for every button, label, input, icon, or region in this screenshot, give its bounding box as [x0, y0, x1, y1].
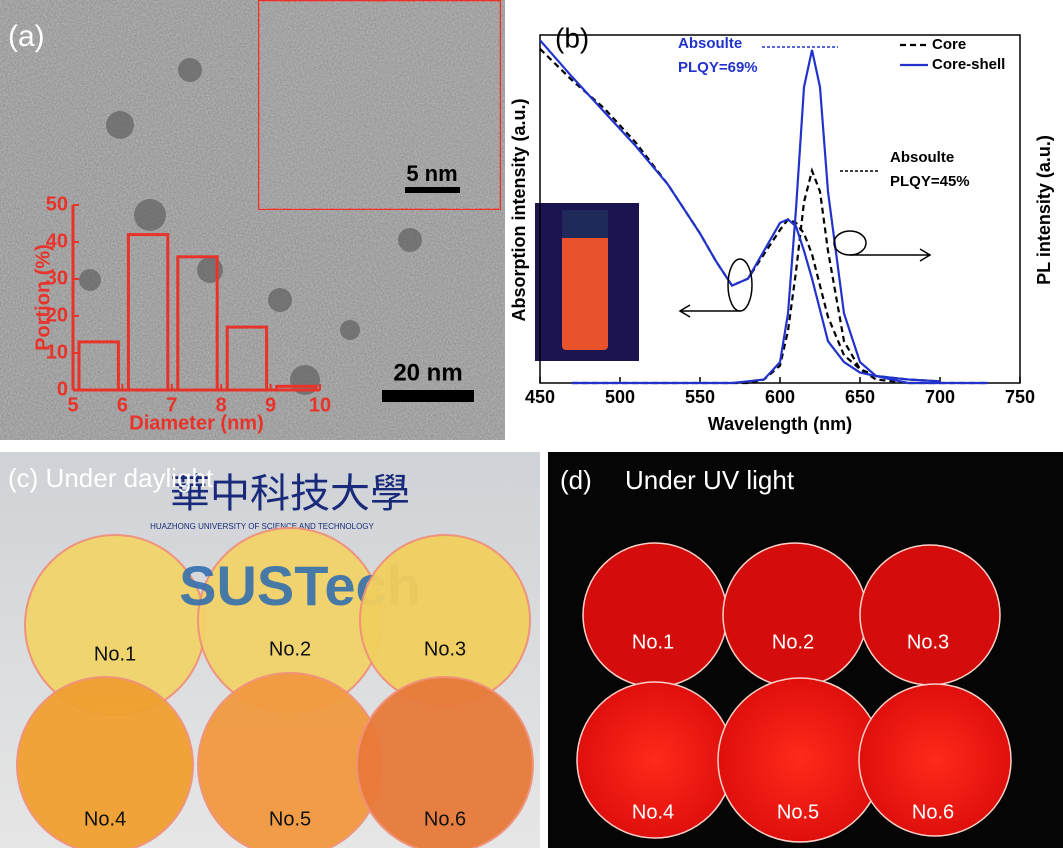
- sample-label: No.2: [772, 631, 814, 653]
- sample-label: No.2: [269, 638, 311, 660]
- x-tick-label: 5: [67, 394, 78, 416]
- sample-label: No.4: [84, 808, 126, 830]
- annotation: PLQY=69%: [678, 59, 758, 76]
- panel-title: Under UV light: [625, 465, 795, 495]
- x-tick-label: 500: [605, 387, 635, 407]
- panel-label: (a): [8, 20, 45, 53]
- scale-label: 20 nm: [393, 359, 462, 386]
- figure: (a)5 nm20 nm010203040505678910Diameter (…: [0, 0, 1063, 848]
- annotation: Absoulte: [890, 149, 954, 166]
- inset-scale-bar: [405, 187, 460, 193]
- panel-label: (d): [560, 465, 592, 495]
- y-tick-label: 0: [57, 378, 68, 400]
- sample-label: No.6: [912, 801, 954, 823]
- sample-label: No.4: [632, 801, 674, 823]
- x-tick-label: 550: [685, 387, 715, 407]
- sample-label: No.1: [94, 643, 136, 665]
- x-axis-title: Diameter (nm): [129, 412, 263, 434]
- panel-label: (b): [555, 22, 589, 53]
- x-tick-label: 450: [525, 387, 555, 407]
- scale-bar: [382, 390, 474, 402]
- panel-label: (c) Under daylight: [8, 463, 214, 493]
- sample-label: No.5: [777, 801, 819, 823]
- annotation: Absoulte: [678, 35, 742, 52]
- legend-label: Core-shell: [932, 56, 1005, 73]
- x-tick-label: 6: [117, 394, 128, 416]
- vial-cap: [562, 210, 608, 238]
- sample-label: No.1: [632, 631, 674, 653]
- inset-texture: [259, 1, 500, 209]
- x-tick-label: 9: [265, 394, 276, 416]
- sample-label: No.3: [424, 638, 466, 660]
- film: [860, 545, 1000, 685]
- annotation: PLQY=45%: [890, 173, 970, 190]
- film: [723, 543, 867, 687]
- x-tick-label: 10: [309, 394, 331, 416]
- film: [583, 543, 727, 687]
- sample-label: No.5: [269, 808, 311, 830]
- x-tick-label: 650: [845, 387, 875, 407]
- sample-label: No.3: [907, 631, 949, 653]
- marker-ellipse: [834, 231, 866, 255]
- x-tick-label: 600: [765, 387, 795, 407]
- y2-axis-title: PL intensity (a.u.): [1034, 135, 1054, 285]
- x-tick-label: 750: [1005, 387, 1035, 407]
- y-tick-label: 50: [46, 193, 68, 215]
- y-axis-title: Absorption intensity (a.u.): [509, 98, 529, 321]
- sample-label: No.6: [424, 808, 466, 830]
- legend-label: Core: [932, 36, 966, 53]
- scale-label: 5 nm: [406, 161, 457, 186]
- x-tick-label: 700: [925, 387, 955, 407]
- university-name-en: HUAZHONG UNIVERSITY OF SCIENCE AND TECHN…: [150, 522, 374, 531]
- x-axis-title: Wavelength (nm): [708, 414, 852, 434]
- y-axis-title: Portion (%): [32, 244, 54, 351]
- arrow: [680, 305, 740, 317]
